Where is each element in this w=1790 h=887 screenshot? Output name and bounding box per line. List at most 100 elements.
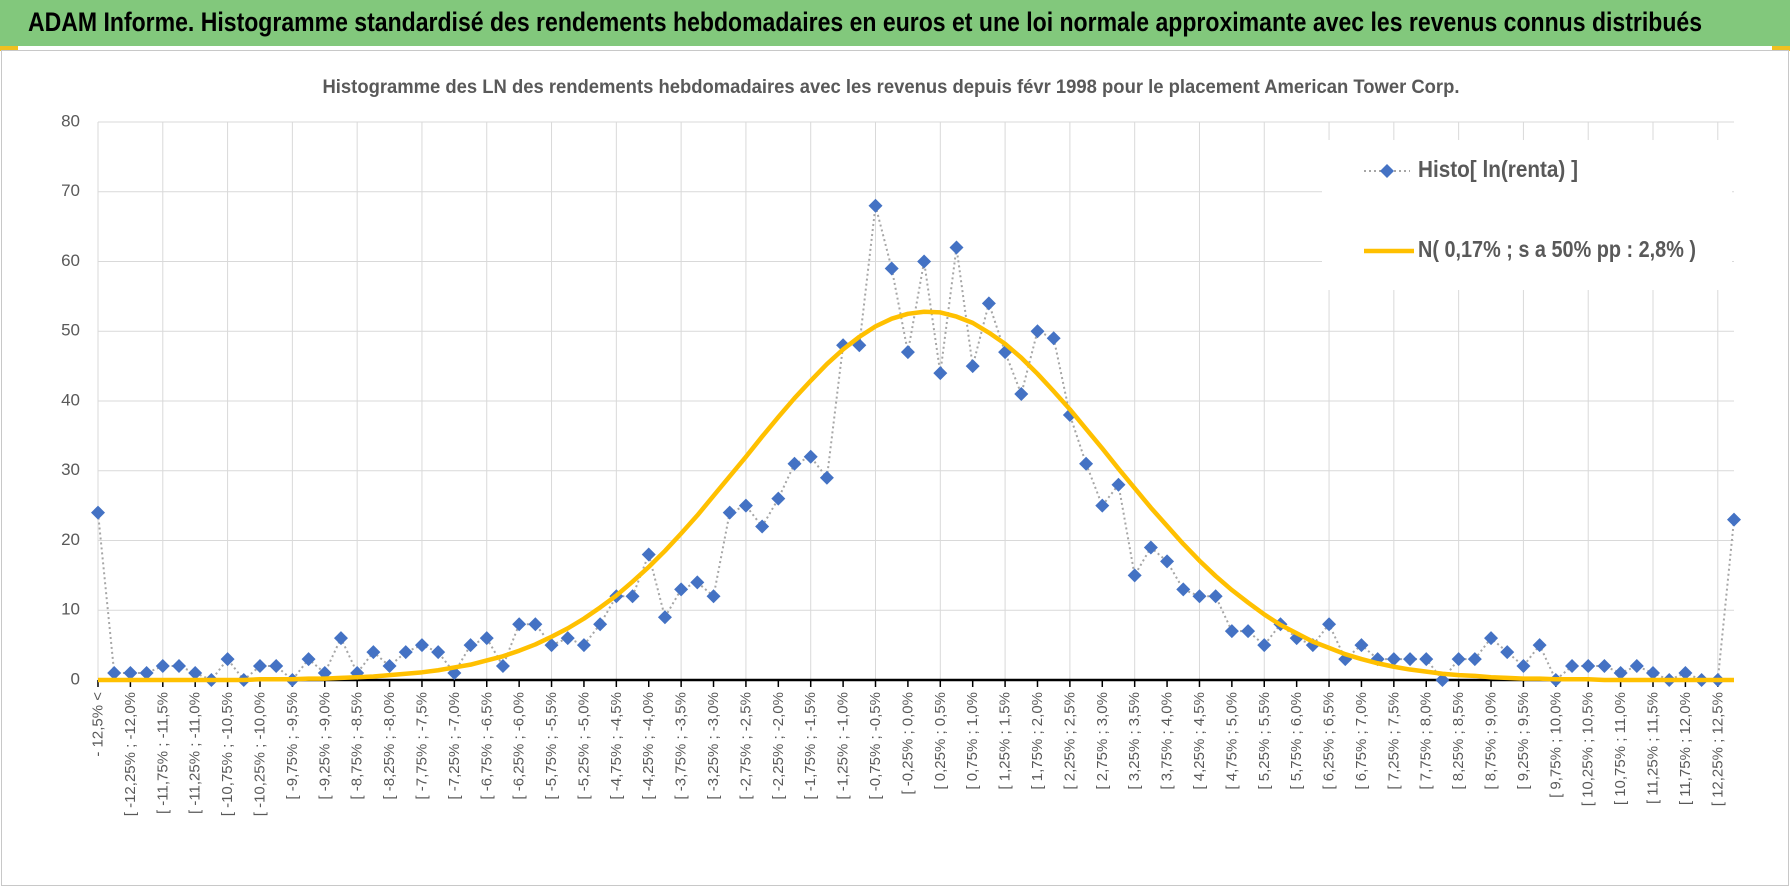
x-tick-label: [ 0,25% ; 0,5% bbox=[932, 692, 949, 790]
data-point bbox=[819, 470, 834, 485]
x-tick-label: [ -1,25% ; -1,0% bbox=[835, 692, 852, 800]
x-tick-label: [ 5,75% ; 6,0% bbox=[1288, 692, 1305, 790]
data-point bbox=[107, 666, 122, 681]
data-point bbox=[1160, 554, 1175, 569]
data-point bbox=[706, 589, 721, 604]
x-tick-label: [ 2,75% ; 3,0% bbox=[1094, 692, 1111, 790]
data-point bbox=[1646, 666, 1661, 681]
data-point bbox=[1322, 617, 1337, 632]
data-point bbox=[755, 519, 770, 534]
x-tick-label: [ -6,75% ; -6,5% bbox=[478, 692, 495, 800]
x-tick-label: [ -6,25% ; -6,0% bbox=[511, 692, 528, 800]
y-tick-label: 20 bbox=[61, 530, 80, 549]
corner bbox=[0, 46, 18, 51]
x-tick-label: [ -12,25% ; -12,0% bbox=[122, 692, 139, 816]
data-point bbox=[657, 610, 672, 625]
data-point bbox=[1095, 498, 1110, 513]
data-point bbox=[220, 652, 235, 667]
data-point bbox=[252, 659, 267, 674]
x-tick-label: [ -2,75% ; -2,5% bbox=[737, 692, 754, 800]
x-tick-label: [ -11,25% ; -11,0% bbox=[187, 692, 204, 814]
data-point bbox=[333, 631, 348, 646]
legend-marker bbox=[1380, 164, 1394, 178]
data-point bbox=[1127, 568, 1142, 583]
data-point bbox=[1613, 666, 1628, 681]
data-point bbox=[1565, 659, 1580, 674]
data-point bbox=[1419, 652, 1434, 667]
x-tick-label: [ 11,75% ; 12,0% bbox=[1677, 692, 1694, 805]
data-point bbox=[301, 652, 316, 667]
y-tick-label: 70 bbox=[61, 181, 80, 200]
y-tick-label: 10 bbox=[61, 600, 80, 619]
x-tick-label: [ 6,75% ; 7,0% bbox=[1353, 692, 1370, 790]
data-point bbox=[139, 666, 154, 681]
y-tick-label: 0 bbox=[71, 669, 80, 688]
series-line bbox=[98, 309, 1734, 683]
x-tick-label: [ -2,25% ; -2,0% bbox=[770, 692, 787, 800]
x-tick-label: [ -0,75% ; -0,5% bbox=[867, 692, 884, 800]
data-point bbox=[1241, 624, 1256, 639]
data-point bbox=[738, 498, 753, 513]
data-point bbox=[1484, 631, 1499, 646]
x-tick-label: [ -9,75% ; -9,5% bbox=[284, 692, 301, 800]
x-tick-label: [ -7,25% ; -7,0% bbox=[446, 692, 463, 800]
x-tick-label: [ 3,25% ; 3,5% bbox=[1126, 692, 1143, 790]
data-point bbox=[1257, 638, 1272, 653]
x-tick-label: [ 11,25% ; 11,5% bbox=[1645, 692, 1662, 804]
data-point bbox=[382, 659, 397, 674]
x-tick-label: [ 6,25% ; 6,5% bbox=[1321, 692, 1338, 790]
y-tick-label: 80 bbox=[61, 111, 80, 130]
x-tick-label: [ -4,75% ; -4,5% bbox=[608, 692, 625, 800]
data-point bbox=[1403, 652, 1418, 667]
data-point bbox=[625, 589, 640, 604]
data-point bbox=[771, 491, 786, 506]
x-tick-label: [ 7,75% ; 8,0% bbox=[1418, 692, 1435, 790]
y-tick-label: 60 bbox=[61, 251, 80, 270]
x-tick-label: [ 9,75% ; 10,0% bbox=[1547, 692, 1564, 798]
x-tick-label: [ 5,25% ; 5,5% bbox=[1256, 692, 1273, 790]
data-point bbox=[1354, 638, 1369, 653]
x-tick-label: [ 10,25% ; 10,5% bbox=[1580, 692, 1597, 806]
data-point bbox=[884, 261, 899, 276]
x-tick-label: [ -3,25% ; -3,0% bbox=[705, 692, 722, 800]
data-point bbox=[269, 659, 284, 674]
data-point bbox=[1079, 456, 1094, 471]
x-tick-label: [ -1,75% ; -1,5% bbox=[802, 692, 819, 800]
x-tick-label: - 12,5% < bbox=[90, 692, 107, 757]
data-point bbox=[1192, 589, 1207, 604]
data-point bbox=[544, 638, 559, 653]
data-point bbox=[949, 240, 964, 255]
y-tick-label: 50 bbox=[61, 321, 80, 340]
x-tick-label: [ 2,25% ; 2,5% bbox=[1061, 692, 1078, 790]
data-point bbox=[1143, 540, 1158, 555]
data-point bbox=[1111, 477, 1126, 492]
data-point bbox=[1451, 652, 1466, 667]
data-point bbox=[188, 666, 203, 681]
data-point bbox=[560, 631, 575, 646]
data-point bbox=[366, 645, 381, 660]
x-tick-label: [ -5,25% ; -5,0% bbox=[575, 692, 592, 800]
x-tick-label: [ -9,25% ; -9,0% bbox=[316, 692, 333, 800]
data-point bbox=[933, 366, 948, 381]
data-point bbox=[1014, 387, 1029, 402]
data-point bbox=[981, 296, 996, 311]
data-point bbox=[1727, 512, 1741, 527]
x-tick-label: [ 8,25% ; 8,5% bbox=[1450, 692, 1467, 790]
data-point bbox=[690, 575, 705, 590]
y-tick-label: 40 bbox=[61, 390, 80, 409]
data-point bbox=[1532, 638, 1547, 653]
data-point bbox=[1224, 624, 1239, 639]
legend: Histo[ ln(renta) ] N( 0,17% ; s a 50% pp … bbox=[1322, 140, 1732, 290]
data-point bbox=[91, 505, 105, 520]
data-point bbox=[1467, 652, 1482, 667]
data-point bbox=[479, 631, 494, 646]
data-point bbox=[868, 198, 883, 213]
legend-label: Histo[ ln(renta) ] bbox=[1418, 156, 1578, 182]
data-point bbox=[1629, 659, 1644, 674]
data-point bbox=[495, 659, 510, 674]
x-tick-label: [ 4,25% ; 4,5% bbox=[1191, 692, 1208, 790]
data-point bbox=[155, 659, 170, 674]
data-point bbox=[123, 666, 138, 681]
data-point bbox=[917, 254, 932, 269]
